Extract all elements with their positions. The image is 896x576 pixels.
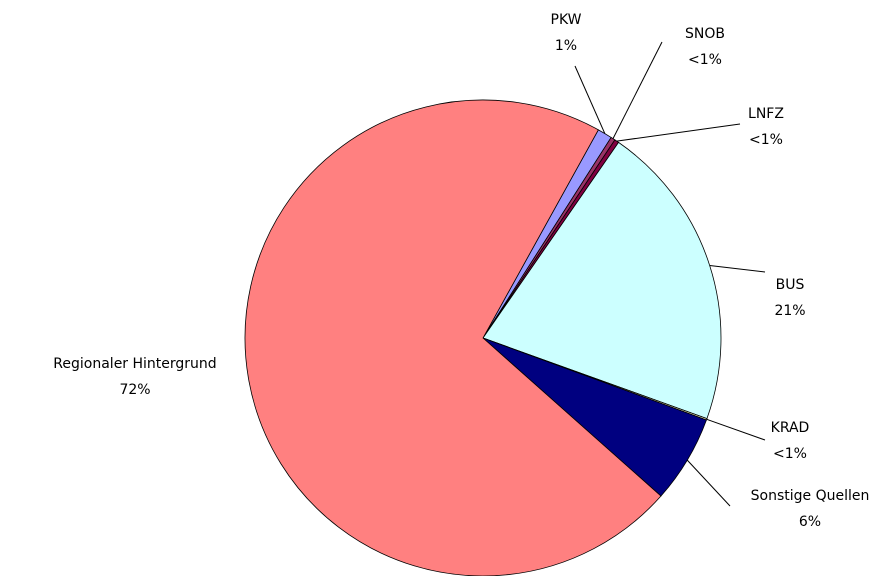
slice-value-label: 21% <box>774 303 805 319</box>
pie-slice <box>244 99 662 576</box>
leader-line <box>612 41 663 139</box>
slice-label: Regionaler Hintergrund <box>53 356 216 372</box>
leader-line <box>706 418 766 441</box>
slice-label: Sonstige Quellen <box>751 488 870 504</box>
slice-label: SNOB <box>685 26 725 42</box>
pie-slice <box>482 141 722 420</box>
leader-line <box>709 264 766 273</box>
leader-line <box>574 65 606 134</box>
slice-value-label: 1% <box>555 38 577 54</box>
slice-value-label: <1% <box>749 132 783 148</box>
slice-value-label: 6% <box>799 514 821 530</box>
slice-value-label: 72% <box>119 382 150 398</box>
slice-label: BUS <box>776 277 805 293</box>
slice-label: KRAD <box>771 420 810 436</box>
slice-label: LNFZ <box>748 106 784 122</box>
leader-line <box>616 123 741 142</box>
slice-value-label: <1% <box>773 446 807 462</box>
leader-line <box>686 459 731 507</box>
slice-label: PKW <box>551 12 582 28</box>
slice-value-label: <1% <box>688 52 722 68</box>
